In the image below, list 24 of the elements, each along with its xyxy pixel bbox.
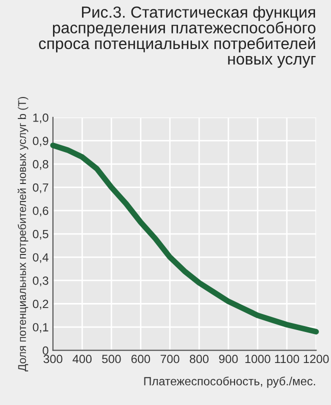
y-tick-label: 0,6 [32, 206, 48, 216]
chart-title: Рис.3. Статистическая функция распределения платежеспособного спроса потенциальных потребителей новых услуг [39, 6, 316, 68]
x-tick-label: 500 [102, 354, 121, 364]
y-tick-label: 0,8 [32, 160, 48, 170]
y-tick-label: 0,7 [32, 183, 48, 194]
y-tick-label: 0,2 [32, 300, 48, 310]
y-tick-label: 1,0 [33, 113, 48, 124]
x-tick-label: 1100 [275, 354, 300, 364]
y-tick-label: 0,1 [32, 323, 48, 333]
x-tick-label: 400 [72, 354, 92, 364]
x-tick-label: 700 [160, 354, 180, 364]
y-tick-label: 0 [42, 346, 48, 355]
x-tick-label: 1000 [245, 354, 270, 364]
y-tick-label: 0,4 [32, 253, 48, 263]
x-tick-label: 900 [219, 354, 238, 364]
x-tick-label: 600 [131, 354, 150, 364]
y-tick-label: 0,3 [32, 276, 48, 286]
x-tick-label: 800 [190, 354, 209, 364]
x-tick-label: 1200 [304, 354, 329, 364]
y-tick-label: 0,9 [32, 136, 48, 147]
x-tick-label: 300 [44, 354, 62, 364]
x-axis-title: Платежеспособность, руб./мес. [144, 376, 316, 388]
y-tick-label: 0,5 [32, 230, 48, 240]
y-axis-title: Доля потенциальных потребителей новых услуг b (T) [18, 96, 28, 372]
